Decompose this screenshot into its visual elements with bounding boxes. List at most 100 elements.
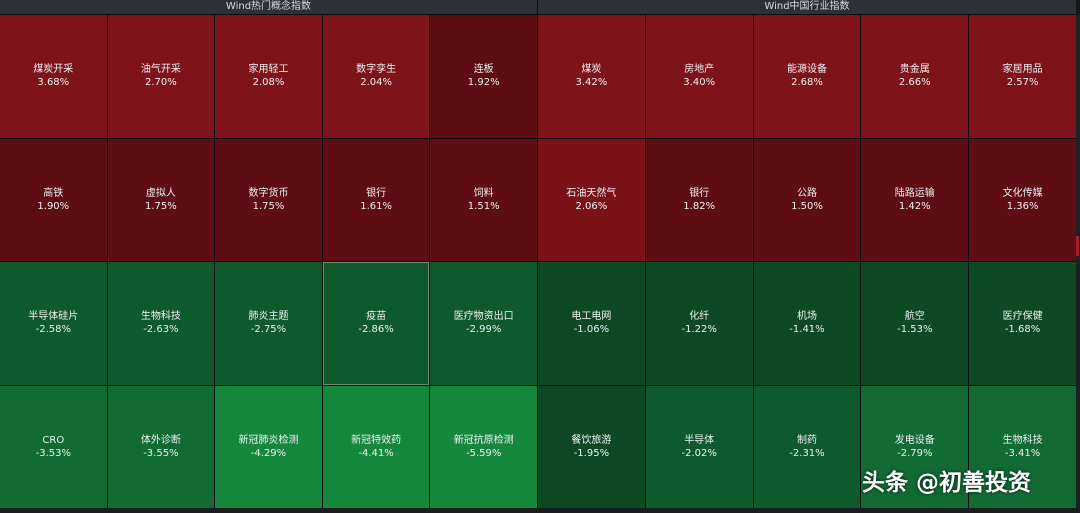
heatmap-tile[interactable]: 电工电网 -1.06% bbox=[538, 262, 645, 385]
tile-change: 1.90% bbox=[37, 200, 70, 212]
heatmap-tile[interactable]: 煤炭 3.42% bbox=[538, 15, 645, 138]
panel-title: Wind热门概念指数 bbox=[0, 0, 537, 15]
heatmap-tile[interactable]: 半导体硅片 -2.58% bbox=[0, 262, 107, 385]
tile-name: 发电设备 bbox=[894, 434, 935, 446]
edge-marker bbox=[1076, 236, 1079, 256]
tile-change: -1.22% bbox=[681, 324, 717, 336]
tile-name: 生物科技 bbox=[1002, 434, 1043, 446]
tile-name: 文化传媒 bbox=[1002, 187, 1043, 199]
heatmap-tile[interactable]: 数字孪生 2.04% bbox=[322, 15, 430, 138]
heatmap-tile[interactable]: CRO -3.53% bbox=[0, 385, 107, 508]
tile-change: 3.68% bbox=[37, 77, 70, 89]
tile-change: 2.57% bbox=[1006, 77, 1039, 89]
tile-change: 2.68% bbox=[791, 77, 823, 89]
tile-change: -1.95% bbox=[573, 447, 610, 459]
tile-name: 新冠抗原检测 bbox=[453, 434, 514, 446]
tile-name: 餐饮旅游 bbox=[571, 434, 612, 446]
heatmap-tile[interactable]: 能源设备 2.68% bbox=[753, 15, 861, 138]
tile-name: 石油天然气 bbox=[566, 187, 617, 199]
tile-name: 高铁 bbox=[43, 187, 64, 199]
heatmap-tile[interactable]: 饲料 1.51% bbox=[430, 138, 537, 261]
tile-name: 陆路运输 bbox=[894, 187, 935, 199]
tile-name: 银行 bbox=[366, 187, 387, 199]
tile-change: -3.53% bbox=[35, 447, 71, 459]
tile-change: 2.04% bbox=[360, 77, 392, 89]
tile-name: 数字货币 bbox=[248, 187, 289, 199]
heatmap-tile[interactable]: 医疗物资出口 -2.99% bbox=[430, 262, 537, 385]
tile-change: -3.55% bbox=[143, 447, 179, 459]
heatmap-tile[interactable]: 化纤 -1.22% bbox=[645, 262, 753, 385]
tile-name: 新冠肺炎检测 bbox=[238, 434, 299, 446]
panel-title: Wind中国行业指数 bbox=[538, 0, 1076, 15]
heatmap-tile[interactable]: 高铁 1.90% bbox=[0, 138, 107, 261]
heatmap-tile[interactable]: 新冠抗原检测 -5.59% bbox=[430, 385, 537, 508]
tile-name: 油气开采 bbox=[140, 64, 181, 76]
tile-name: 公路 bbox=[796, 187, 817, 199]
heatmap-tile[interactable]: 航空 -1.53% bbox=[861, 262, 969, 385]
tile-name: 疫苗 bbox=[366, 311, 387, 323]
tile-name: 生物科技 bbox=[140, 311, 181, 323]
tile-name: 肺炎主题 bbox=[248, 311, 289, 323]
heatmap-tile[interactable]: 虚拟人 1.75% bbox=[107, 138, 215, 261]
concept-index-panel: Wind热门概念指数 煤炭开采 3.68% 油气开采 2.70% 家用轻工 2.08% 数字… bbox=[0, 0, 537, 508]
heatmap-tile[interactable]: 机场 -1.41% bbox=[753, 262, 861, 385]
tile-name: 房地产 bbox=[684, 64, 715, 76]
tile-change: -1.68% bbox=[1004, 324, 1041, 336]
tile-name: 家居用品 bbox=[1002, 64, 1043, 76]
heatmap-tile[interactable]: 公路 1.50% bbox=[753, 138, 861, 261]
heatmap-tile[interactable]: 石油天然气 2.06% bbox=[538, 138, 645, 261]
heatmap-tile[interactable]: 餐饮旅游 -1.95% bbox=[538, 385, 645, 508]
industry-index-panel: Wind中国行业指数 煤炭 3.42% 房地产 3.40% 能源设备 2.68% 贵金属 2.… bbox=[538, 0, 1076, 508]
tile-change: 1.42% bbox=[898, 200, 931, 212]
tile-change: 1.82% bbox=[683, 200, 716, 212]
heatmap-tile[interactable]: 家居用品 2.57% bbox=[969, 15, 1076, 138]
tile-name: 航空 bbox=[904, 311, 925, 323]
tile-change: 2.08% bbox=[252, 77, 285, 89]
tile-name: 制药 bbox=[796, 434, 817, 446]
heatmap-tile[interactable]: 煤炭开采 3.68% bbox=[0, 15, 107, 138]
tile-name: 连板 bbox=[473, 64, 494, 76]
heatmap-tile[interactable]: 银行 1.61% bbox=[322, 138, 430, 261]
scroll-edge bbox=[1076, 15, 1080, 508]
heatmap-tile[interactable]: 半导体 -2.02% bbox=[645, 385, 753, 508]
tile-change: -2.86% bbox=[358, 324, 394, 336]
heatmap-tile[interactable]: 发电设备 -2.79% bbox=[861, 385, 969, 508]
tile-name: CRO bbox=[42, 434, 65, 446]
heatmap-tile[interactable]: 房地产 3.40% bbox=[645, 15, 753, 138]
heatmap-tile[interactable]: 银行 1.82% bbox=[645, 138, 753, 261]
heatmap-tile[interactable]: 生物科技 -2.63% bbox=[107, 262, 215, 385]
heatmap-tile[interactable]: 数字货币 1.75% bbox=[215, 138, 322, 261]
heatmap-tile[interactable]: 疫苗 -2.86% bbox=[322, 262, 430, 385]
heatmap-tile[interactable]: 生物科技 -3.41% bbox=[969, 385, 1076, 508]
tile-change: -2.63% bbox=[143, 324, 179, 336]
tile-change: -2.99% bbox=[465, 324, 502, 336]
tile-name: 贵金属 bbox=[899, 64, 930, 76]
heatmap-tile[interactable]: 新冠特效药 -4.41% bbox=[322, 385, 430, 508]
tile-change: 1.75% bbox=[145, 200, 177, 212]
tile-name: 煤炭开采 bbox=[33, 64, 74, 76]
heatmap-tile[interactable]: 家用轻工 2.08% bbox=[215, 15, 322, 138]
status-bar bbox=[0, 508, 1080, 513]
heatmap-tile[interactable]: 医疗保健 -1.68% bbox=[969, 262, 1076, 385]
tile-change: -4.41% bbox=[358, 447, 394, 459]
heatmap-tile[interactable]: 文化传媒 1.36% bbox=[969, 138, 1076, 261]
heatmap-tile[interactable]: 贵金属 2.66% bbox=[861, 15, 969, 138]
heatmap-tile[interactable]: 体外诊断 -3.55% bbox=[107, 385, 215, 508]
heatmap-tile[interactable]: 肺炎主题 -2.75% bbox=[215, 262, 322, 385]
tile-change: -5.59% bbox=[465, 447, 502, 459]
heatmap-tile[interactable]: 连板 1.92% bbox=[430, 15, 537, 138]
concept-heatmap-grid: 煤炭开采 3.68% 油气开采 2.70% 家用轻工 2.08% 数字孪生 2.04% 连板 1.… bbox=[0, 15, 537, 508]
heatmap-tile[interactable]: 新冠肺炎检测 -4.29% bbox=[215, 385, 322, 508]
industry-heatmap-grid: 煤炭 3.42% 房地产 3.40% 能源设备 2.68% 贵金属 2.66% 家居用品 2.57… bbox=[538, 15, 1076, 508]
heatmap-tile[interactable]: 油气开采 2.70% bbox=[107, 15, 215, 138]
tile-name: 能源设备 bbox=[786, 64, 827, 76]
tile-name: 医疗保健 bbox=[1002, 311, 1043, 323]
heatmap-tile[interactable]: 制药 -2.31% bbox=[753, 385, 861, 508]
heatmap-tile[interactable]: 陆路运输 1.42% bbox=[861, 138, 969, 261]
tile-change: -2.31% bbox=[789, 447, 825, 459]
tile-change: 1.51% bbox=[467, 200, 500, 212]
tile-change: -1.53% bbox=[897, 324, 933, 336]
tile-name: 医疗物资出口 bbox=[453, 311, 514, 323]
tile-name: 半导体 bbox=[684, 434, 715, 446]
tile-change: 2.70% bbox=[145, 77, 177, 89]
